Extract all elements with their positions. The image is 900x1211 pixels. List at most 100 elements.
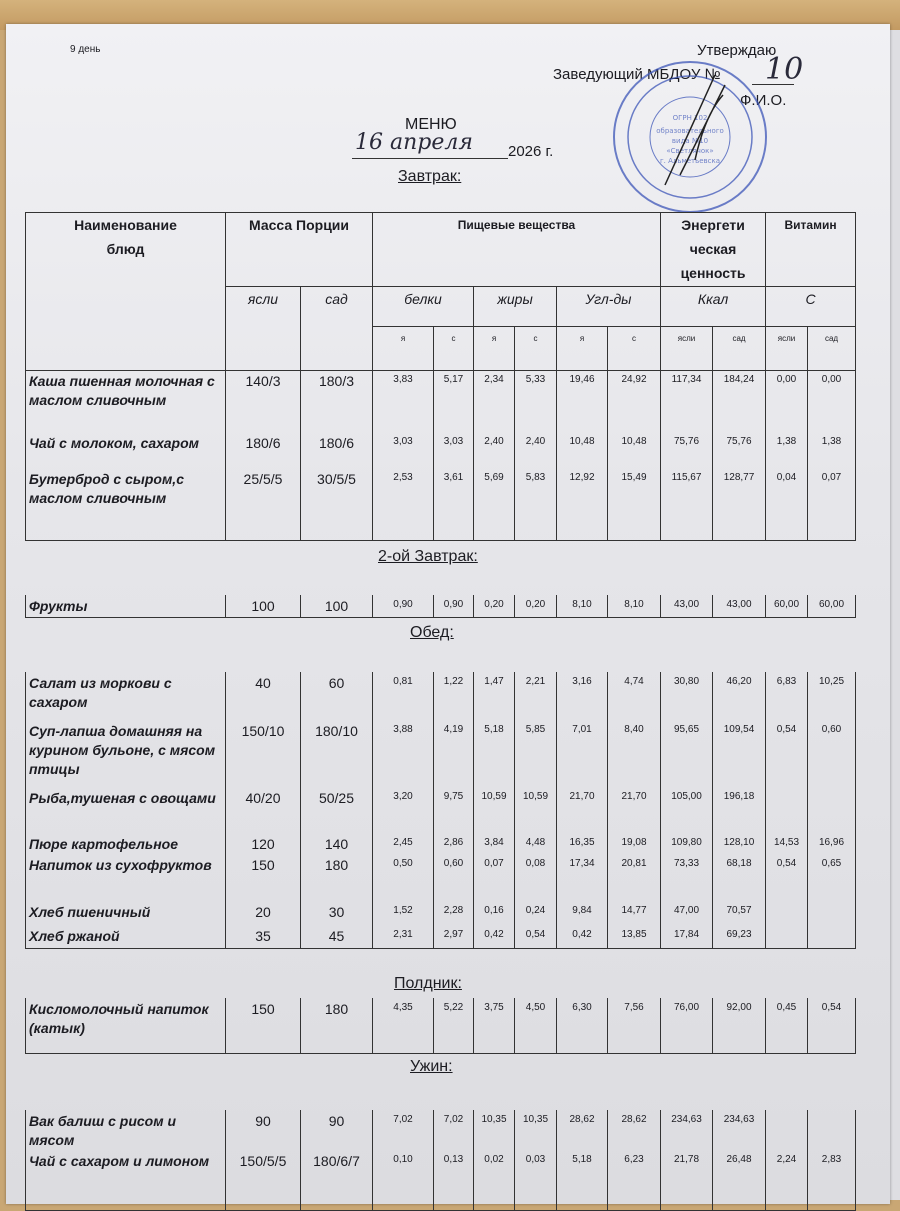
value-kcal-sad: 26,48 bbox=[712, 1150, 766, 1211]
value-kcal-yasli: 30,80 bbox=[660, 672, 713, 720]
dish-name: Пюре картофельное bbox=[25, 833, 226, 854]
value-vitc-sad: 0,54 bbox=[807, 998, 856, 1054]
value-protein-s: 2,86 bbox=[433, 833, 474, 854]
value-fat-ya: 0,07 bbox=[473, 854, 515, 901]
value-fat-ya: 2,34 bbox=[473, 370, 515, 432]
value-fat-ya: 5,18 bbox=[473, 720, 515, 787]
value-carbs-ya: 3,16 bbox=[556, 672, 608, 720]
kindergarten-number-handwritten: 10 bbox=[765, 52, 804, 87]
value-vitc-yasli bbox=[765, 901, 808, 925]
value-carbs-s: 4,74 bbox=[607, 672, 661, 720]
sub-header-vitc-sad: сад bbox=[807, 326, 857, 371]
value-carbs-ya: 0,42 bbox=[556, 925, 608, 949]
dish-name: Чай с сахаром и лимоном bbox=[25, 1150, 226, 1211]
value-kcal-yasli: 109,80 bbox=[660, 833, 713, 854]
section-title-breakfast: Завтрак: bbox=[398, 168, 462, 185]
value-carbs-s: 24,92 bbox=[607, 370, 661, 432]
mass-yasli: 25/5/5 bbox=[225, 468, 301, 541]
mass-sad: 50/25 bbox=[300, 787, 373, 833]
table-row: Чай с сахаром и лимоном 150/5/5 180/6/7 0,1… bbox=[25, 1150, 856, 1211]
mass-sad: 30 bbox=[300, 901, 373, 925]
mass-sad: 30/5/5 bbox=[300, 468, 373, 541]
value-kcal-sad: 69,23 bbox=[712, 925, 766, 949]
svg-text:г. Альметьевска: г. Альметьевска bbox=[660, 157, 720, 165]
value-carbs-s: 20,81 bbox=[607, 854, 661, 901]
section-title-snack: Полдник: bbox=[394, 975, 462, 992]
value-kcal-yasli: 17,84 bbox=[660, 925, 713, 949]
date-underline bbox=[352, 158, 508, 159]
value-kcal-sad: 68,18 bbox=[712, 854, 766, 901]
value-carbs-s: 6,23 bbox=[607, 1150, 661, 1211]
sub-header-kcal-yasli: ясли bbox=[660, 326, 714, 371]
value-fat-s: 0,20 bbox=[514, 595, 557, 618]
svg-text:«Светлячок»: «Светлячок» bbox=[666, 147, 713, 155]
fio-label: Ф.И.О. bbox=[740, 92, 787, 109]
col-header-protein: белки bbox=[372, 286, 474, 327]
value-protein-ya: 2,53 bbox=[372, 468, 434, 541]
signature bbox=[664, 74, 726, 186]
value-vitc-sad: 10,25 bbox=[807, 672, 856, 720]
value-kcal-yasli: 76,00 bbox=[660, 998, 713, 1054]
value-fat-ya: 0,20 bbox=[473, 595, 515, 618]
value-vitc-sad bbox=[807, 787, 856, 833]
value-fat-ya: 10,35 bbox=[473, 1110, 515, 1150]
value-vitc-sad: 2,83 bbox=[807, 1150, 856, 1211]
value-protein-s: 9,75 bbox=[433, 787, 474, 833]
value-carbs-ya: 10,48 bbox=[556, 432, 608, 468]
value-carbs-ya: 6,30 bbox=[556, 998, 608, 1054]
col-header-mass: Масса Порции bbox=[225, 212, 373, 287]
col-header-carbs: Угл-ды bbox=[555, 286, 662, 327]
table-row: Салат из моркови с сахаром 40 60 0,81 1,22 1,… bbox=[25, 672, 856, 720]
menu-table-lunch: Салат из моркови с сахаром 40 60 0,81 1,22 1,… bbox=[25, 672, 856, 949]
col-header-vitc: С bbox=[765, 286, 857, 327]
mass-sad: 140 bbox=[300, 833, 373, 854]
value-protein-ya: 0,81 bbox=[372, 672, 434, 720]
mass-yasli: 90 bbox=[225, 1110, 301, 1150]
value-vitc-sad bbox=[807, 1110, 856, 1150]
value-fat-s: 2,21 bbox=[514, 672, 557, 720]
dish-name: Хлеб ржаной bbox=[25, 925, 226, 949]
value-protein-s: 0,13 bbox=[433, 1150, 474, 1211]
year-label: 2026 г. bbox=[508, 143, 554, 160]
value-fat-s: 5,85 bbox=[514, 720, 557, 787]
value-kcal-yasli: 234,63 bbox=[660, 1110, 713, 1150]
value-kcal-sad: 43,00 bbox=[712, 595, 766, 618]
date-handwritten: 16 апреля bbox=[355, 130, 473, 155]
value-kcal-yasli: 47,00 bbox=[660, 901, 713, 925]
value-vitc-sad: 1,38 bbox=[807, 432, 856, 468]
dish-name: Напиток из сухофруктов bbox=[25, 854, 226, 901]
value-carbs-ya: 7,01 bbox=[556, 720, 608, 787]
day-label: 9 день bbox=[70, 44, 101, 55]
mass-yasli: 40/20 bbox=[225, 787, 301, 833]
table-row: Чай с молоком, сахаром 180/6 180/6 3,03 3,03… bbox=[25, 432, 856, 468]
value-fat-ya: 1,47 bbox=[473, 672, 515, 720]
sub-header-fat-ya: я bbox=[473, 326, 515, 371]
value-fat-s: 4,48 bbox=[514, 833, 557, 854]
value-kcal-yasli: 105,00 bbox=[660, 787, 713, 833]
col-header-mass-yasli: ясли bbox=[225, 286, 301, 371]
value-carbs-ya: 9,84 bbox=[556, 901, 608, 925]
value-protein-ya: 4,35 bbox=[372, 998, 434, 1054]
value-carbs-s: 21,70 bbox=[607, 787, 661, 833]
value-vitc-yasli bbox=[765, 1110, 808, 1150]
sub-header-vitc-yasli: ясли bbox=[765, 326, 809, 371]
value-vitc-yasli: 0,54 bbox=[765, 854, 808, 901]
value-carbs-ya: 28,62 bbox=[556, 1110, 608, 1150]
value-carbs-s: 19,08 bbox=[607, 833, 661, 854]
table-row: Фрукты 100 100 0,90 0,90 0,20 0,20 8,10 8,10 43,0… bbox=[25, 595, 856, 618]
value-vitc-sad bbox=[807, 925, 856, 949]
value-carbs-ya: 17,34 bbox=[556, 854, 608, 901]
value-carbs-ya: 5,18 bbox=[556, 1150, 608, 1211]
value-kcal-yasli: 117,34 bbox=[660, 370, 713, 432]
mass-yasli: 20 bbox=[225, 901, 301, 925]
mass-yasli: 180/6 bbox=[225, 432, 301, 468]
value-kcal-sad: 46,20 bbox=[712, 672, 766, 720]
mass-sad: 180/3 bbox=[300, 370, 373, 432]
mass-sad: 180 bbox=[300, 854, 373, 901]
value-carbs-s: 13,85 bbox=[607, 925, 661, 949]
value-protein-s: 5,22 bbox=[433, 998, 474, 1054]
value-fat-ya: 0,42 bbox=[473, 925, 515, 949]
value-vitc-sad: 0,07 bbox=[807, 468, 856, 541]
value-protein-s: 2,97 bbox=[433, 925, 474, 949]
mass-sad: 100 bbox=[300, 595, 373, 618]
